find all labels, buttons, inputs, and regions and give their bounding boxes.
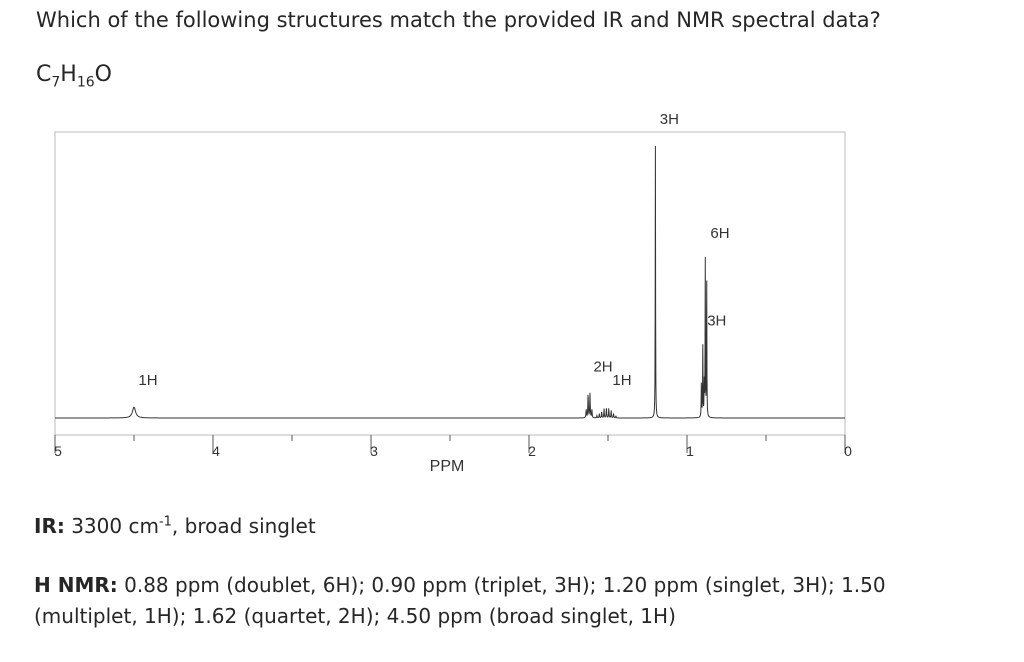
- spectrum-trace: [55, 145, 845, 419]
- formula-hydrogen: H: [60, 62, 77, 87]
- peak-label: 1H: [138, 372, 157, 389]
- x-tick-label: 0: [844, 443, 852, 459]
- x-tick-label: 1: [686, 443, 694, 459]
- ir-description: , broad singlet: [171, 514, 316, 538]
- ir-data: IR: 3300 cm-1, broad singlet: [34, 514, 316, 538]
- peak-label: 3H: [660, 111, 679, 128]
- ir-exponent: -1: [158, 514, 172, 530]
- nmr-data: H NMR: 0.88 ppm (doublet, 6H); 0.90 ppm …: [34, 570, 914, 632]
- formula-carbon: C: [36, 62, 52, 87]
- x-axis-label: PPM: [430, 458, 465, 475]
- nmr-label: H NMR:: [34, 573, 118, 597]
- peak-label: 6H: [710, 225, 729, 242]
- x-tick-label: 3: [370, 443, 378, 459]
- ir-wavenumber: 3300 cm: [71, 514, 159, 538]
- question-text: Which of the following structures match …: [36, 8, 881, 32]
- x-axis-tick-labels: 5 4 3 2 1 0: [54, 443, 852, 459]
- molecular-formula: C7H16O: [36, 62, 112, 90]
- plot-frame: [54, 131, 846, 436]
- formula-oxygen: O: [94, 62, 112, 87]
- peak-label: 2H: [593, 359, 612, 376]
- formula-hydrogen-count: 16: [76, 74, 95, 91]
- x-axis-ticks: [54, 435, 846, 453]
- x-tick-label: 2: [528, 443, 536, 459]
- x-tick-label: 5: [54, 443, 62, 459]
- nmr-text: 0.88 ppm (doublet, 6H); 0.90 ppm (triple…: [34, 573, 886, 628]
- formula-carbon-count: 7: [51, 74, 61, 91]
- peak-label: 1H: [612, 372, 631, 389]
- peak-label: 3H: [707, 312, 726, 329]
- x-tick-label: 4: [212, 443, 220, 459]
- ir-label: IR:: [34, 514, 65, 538]
